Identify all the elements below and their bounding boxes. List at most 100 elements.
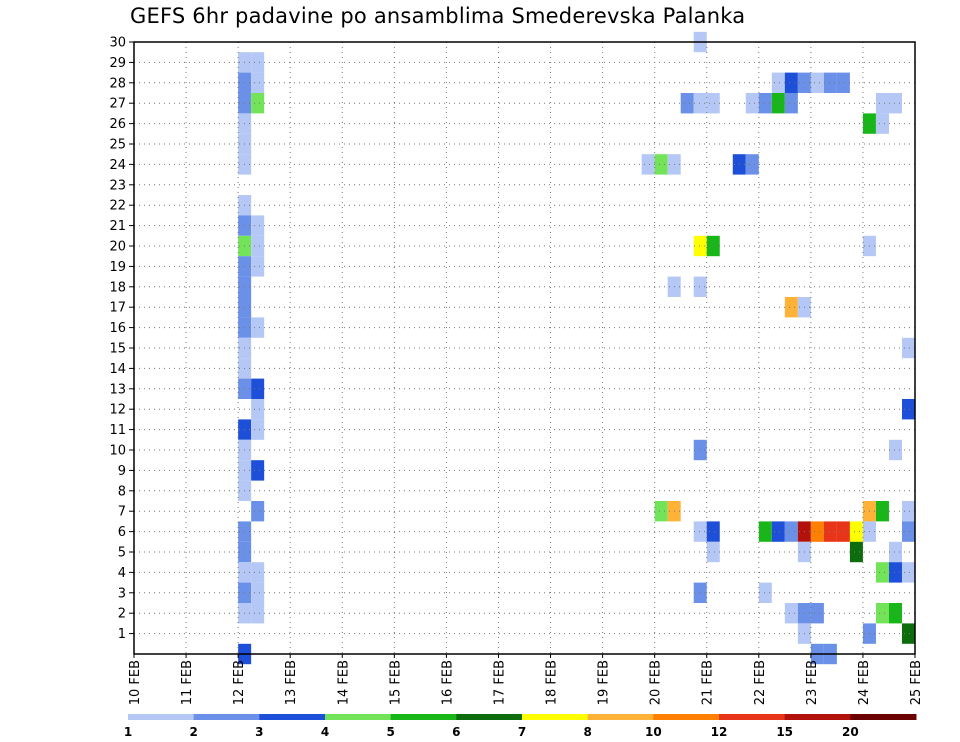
y-tick-label: 9 — [118, 464, 126, 479]
heatmap-cell — [810, 72, 824, 93]
x-tick-label: 23 FEB — [805, 660, 820, 705]
legend-swatch — [522, 714, 589, 720]
heatmap-cell — [251, 52, 265, 73]
heatmap-cell — [875, 501, 889, 522]
heatmap-cell — [784, 93, 798, 114]
x-axis: 10 FEB 11 FEB 12 FEB 13 FEB 14 FEB 15 FEB 16 F… — [128, 654, 924, 705]
heatmap-cell — [251, 93, 265, 114]
heatmap-cell — [251, 399, 265, 420]
heatmap-cell — [745, 154, 759, 175]
legend-label: 12 — [711, 725, 728, 739]
legend-label: 1 — [124, 725, 132, 739]
heatmap-cell — [251, 378, 265, 399]
heatmap-cell — [251, 460, 265, 481]
y-tick-label: 11 — [109, 423, 126, 438]
legend-label: 4 — [321, 725, 329, 739]
y-tick-label: 27 — [109, 97, 126, 112]
heatmap-cell — [706, 235, 720, 257]
legend-label: 6 — [452, 725, 460, 739]
heatmap-cell — [784, 603, 798, 624]
heatmap-cell — [693, 235, 707, 257]
y-tick-label: 1 — [118, 627, 126, 642]
heatmap-cell — [875, 93, 889, 114]
heatmap-cell — [836, 72, 850, 93]
heatmap-cell — [680, 93, 694, 114]
heatmap-cell — [901, 521, 915, 542]
x-tick-label: 21 FEB — [701, 660, 716, 705]
heatmap-cell — [758, 582, 772, 603]
y-tick-label: 7 — [118, 505, 126, 520]
heatmap-cell — [758, 521, 772, 542]
heatmap-cell — [251, 256, 265, 277]
heatmap-cell — [901, 501, 915, 522]
heatmap-cell — [888, 603, 902, 624]
legend-swatch — [259, 714, 326, 720]
heatmap-cell — [888, 439, 902, 461]
y-tick-label: 26 — [109, 117, 126, 132]
heatmap-cell — [654, 501, 668, 522]
y-tick-label: 16 — [109, 321, 126, 336]
y-tick-label: 21 — [109, 219, 126, 234]
heatmap-cell — [641, 154, 655, 175]
heatmap-cell — [758, 93, 772, 114]
legend-label: 7 — [518, 725, 526, 739]
heatmap-cell — [901, 623, 915, 644]
heatmap-cell — [251, 582, 265, 603]
heatmap-cell — [251, 501, 265, 522]
heatmap-cell — [836, 521, 850, 542]
heatmap-cell — [888, 93, 902, 114]
legend-swatch — [850, 714, 917, 720]
heatmap-cell — [745, 93, 759, 114]
heatmap-cell — [706, 521, 720, 542]
chart-title: GEFS 6hr padavine po ansamblima Smederev… — [130, 4, 746, 28]
heatmap-cell — [888, 562, 902, 583]
heatmap-cell — [706, 93, 720, 114]
legend-label: 5 — [386, 725, 394, 739]
heatmap-cell — [251, 215, 265, 236]
y-tick-label: 6 — [118, 525, 126, 540]
heatmap-cell — [251, 235, 265, 257]
x-tick-label: 13 FEB — [284, 660, 299, 705]
heatmap-cell — [875, 603, 889, 624]
legend-label: 3 — [255, 725, 263, 739]
legend-swatch — [325, 714, 392, 720]
x-tick-label: 12 FEB — [232, 660, 247, 705]
y-tick-label: 22 — [109, 199, 126, 214]
y-tick-label: 4 — [118, 566, 126, 581]
legend-swatch — [653, 714, 720, 720]
heatmap-cell — [901, 562, 915, 583]
y-tick-label: 13 — [109, 382, 126, 397]
x-tick-label: 22 FEB — [753, 660, 768, 705]
heatmap-cell — [771, 93, 785, 114]
x-tick-label: 20 FEB — [649, 660, 664, 705]
y-tick-label: 19 — [109, 260, 126, 275]
heatmap-cell — [823, 521, 837, 542]
legend-label: 15 — [776, 725, 793, 739]
heatmap-cell — [875, 562, 889, 583]
legend-swatch — [719, 714, 786, 720]
heatmap-cell — [251, 419, 265, 440]
heatmap-cell — [693, 93, 707, 114]
heatmap-cell — [784, 297, 798, 318]
x-tick-label: 18 FEB — [545, 660, 560, 705]
heatmap-cell — [693, 276, 707, 297]
heatmap-cell — [251, 72, 265, 93]
legend-swatch — [390, 714, 457, 720]
legend-swatch — [587, 714, 654, 720]
y-tick-label: 28 — [109, 76, 126, 91]
y-axis: 1234567891011121314151617181920212223242… — [109, 36, 134, 642]
legend-swatch — [128, 714, 195, 720]
y-tick-label: 2 — [118, 607, 126, 622]
y-tick-label: 14 — [109, 362, 126, 377]
heatmap-cell — [706, 541, 720, 563]
y-tick-label: 20 — [109, 240, 126, 255]
legend-swatch — [784, 714, 851, 720]
y-tick-label: 8 — [118, 484, 126, 499]
legend-swatch — [456, 714, 523, 720]
heatmap-cell — [875, 113, 889, 134]
heatmap-cell — [810, 521, 824, 542]
heatmap-cell — [654, 154, 668, 175]
heatmap-cell — [784, 72, 798, 93]
heatmap-cell — [849, 521, 863, 542]
